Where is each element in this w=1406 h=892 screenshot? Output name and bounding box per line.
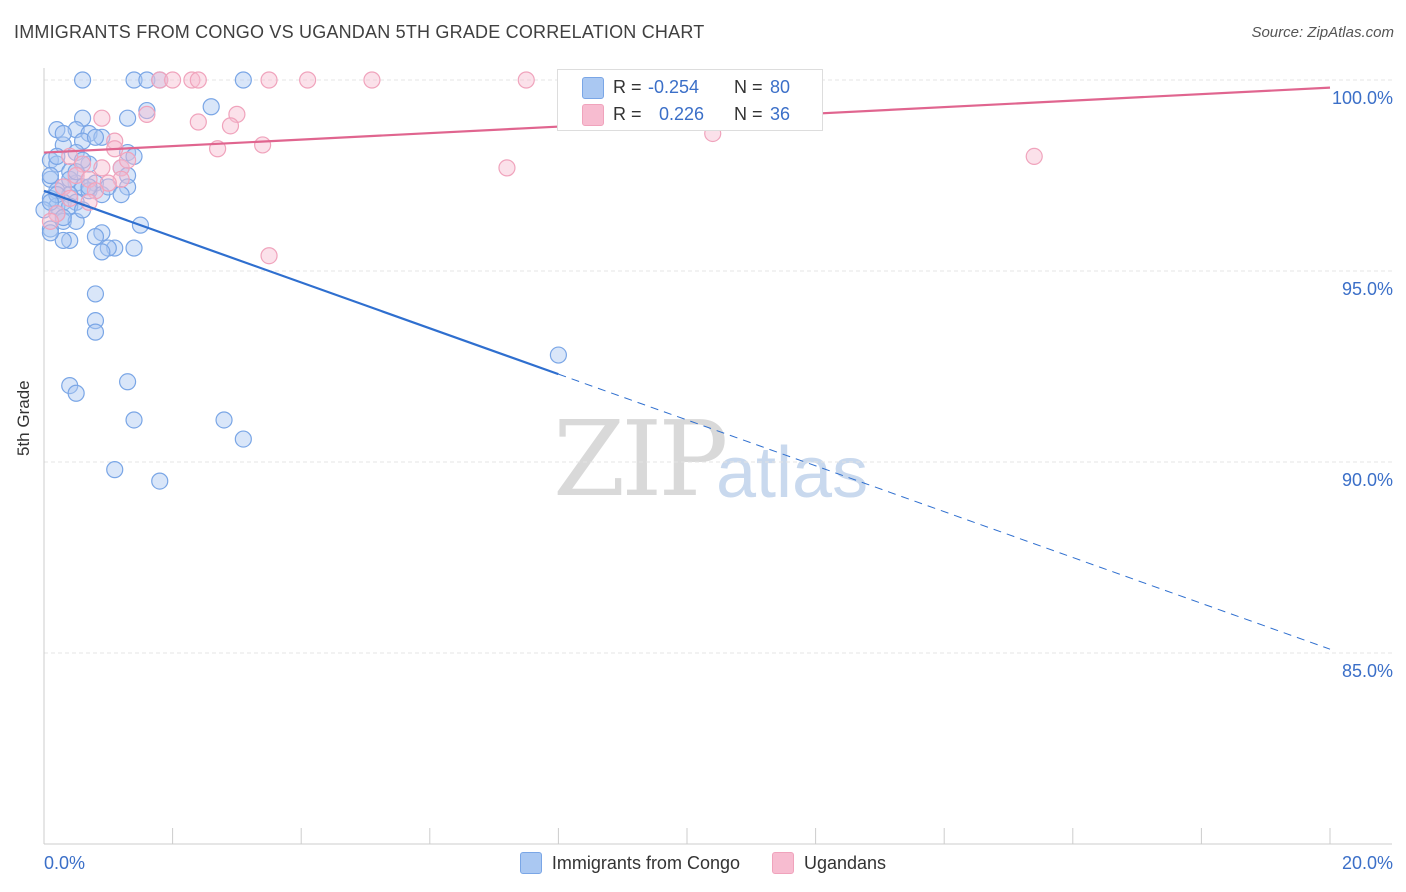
stats-n-value: 80 <box>770 76 791 97</box>
stats-legend: R = -0.254 N = 80 R = 0.226 N = 36 <box>557 69 823 131</box>
stats-n-label: N = <box>734 76 763 97</box>
point-congo <box>86 128 105 146</box>
point-ugandans <box>189 71 207 89</box>
point-ugandans <box>41 212 60 230</box>
point-ugandans <box>517 71 535 89</box>
point-congo <box>118 109 137 127</box>
x-tick-label: 20.0% <box>1342 853 1393 873</box>
point-congo <box>234 71 252 89</box>
x-tick-label: 0.0% <box>44 853 85 873</box>
point-ugandans <box>299 71 317 89</box>
y-tick-label: 95.0% <box>1342 279 1393 299</box>
point-ugandans <box>99 174 117 192</box>
point-ugandans <box>363 71 381 89</box>
source-label: Source: ZipAtlas.com <box>1251 24 1394 41</box>
point-ugandans <box>189 113 207 131</box>
trendline-congo <box>43 189 559 376</box>
chart-legend: Immigrants from Congo Ugandans <box>0 852 1406 874</box>
legend-swatch-congo <box>519 852 542 874</box>
y-tick-label: 100.0% <box>1332 88 1393 108</box>
point-congo <box>106 239 124 257</box>
point-congo <box>41 166 60 185</box>
point-congo <box>202 98 220 116</box>
point-congo <box>112 186 130 204</box>
y-tick-label: 90.0% <box>1342 470 1393 490</box>
point-congo <box>151 472 169 490</box>
point-congo <box>61 231 79 250</box>
stats-r-label: R = <box>613 103 642 124</box>
stats-r-value: 0.226 <box>659 103 705 124</box>
stats-row-congo: R = -0.254 N = 80 <box>558 74 822 100</box>
legend-label-congo: Immigrants from Congo <box>551 852 740 873</box>
stats-n-label: N = <box>734 103 763 124</box>
stats-r-label: R = <box>613 76 642 97</box>
watermark-atlas: atlas <box>716 433 869 513</box>
legend-item-congo[interactable]: Immigrants from Congo <box>519 852 740 874</box>
point-congo <box>73 71 92 89</box>
point-congo <box>86 323 105 341</box>
stats-swatch-ugandans <box>582 104 604 126</box>
point-ugandans <box>118 151 137 169</box>
stats-row-ugandans: R = 0.226 N = 36 <box>558 101 822 127</box>
point-ugandans <box>151 71 169 89</box>
point-ugandans <box>260 247 278 265</box>
legend-swatch-ugandans <box>771 852 794 874</box>
point-ugandans <box>260 71 278 89</box>
point-congo <box>86 228 105 246</box>
point-congo <box>138 101 156 120</box>
point-ugandans <box>138 105 156 123</box>
trendline-congo-projection <box>558 373 1331 650</box>
y-tick-label: 85.0% <box>1342 661 1393 681</box>
watermark-zip: ZIP <box>553 398 728 520</box>
point-congo <box>54 231 72 250</box>
point-congo <box>125 71 143 89</box>
point-ugandans <box>183 71 201 89</box>
point-congo <box>86 285 105 303</box>
point-congo <box>234 430 252 448</box>
point-ugandans <box>1025 147 1043 165</box>
point-congo <box>215 411 233 429</box>
y-axis-label: 5th Grade <box>14 380 33 456</box>
point-ugandans <box>93 109 111 127</box>
point-ugandans <box>67 166 85 185</box>
chart-title: IMMIGRANTS FROM CONGO VS UGANDAN 5TH GRA… <box>14 22 705 42</box>
point-congo <box>106 461 124 479</box>
point-congo <box>125 239 143 257</box>
point-congo <box>67 384 85 402</box>
point-congo <box>99 178 117 196</box>
point-congo <box>93 128 111 146</box>
point-congo <box>118 373 137 391</box>
point-congo <box>549 346 568 364</box>
point-congo <box>54 124 72 143</box>
point-ugandans <box>93 159 111 177</box>
legend-item-ugandans[interactable]: Ugandans <box>771 852 887 874</box>
point-ugandans <box>112 170 130 188</box>
point-ugandans <box>221 117 240 135</box>
stats-r-value: -0.254 <box>648 76 700 97</box>
point-congo <box>93 243 111 261</box>
stats-n-value: 36 <box>770 103 791 124</box>
stats-swatch-congo <box>582 77 604 99</box>
point-ugandans <box>498 159 516 177</box>
point-congo <box>125 411 143 429</box>
point-congo <box>138 71 156 89</box>
legend-label-ugandans: Ugandans <box>803 852 887 873</box>
point-ugandans <box>254 136 272 154</box>
point-ugandans <box>164 71 182 89</box>
